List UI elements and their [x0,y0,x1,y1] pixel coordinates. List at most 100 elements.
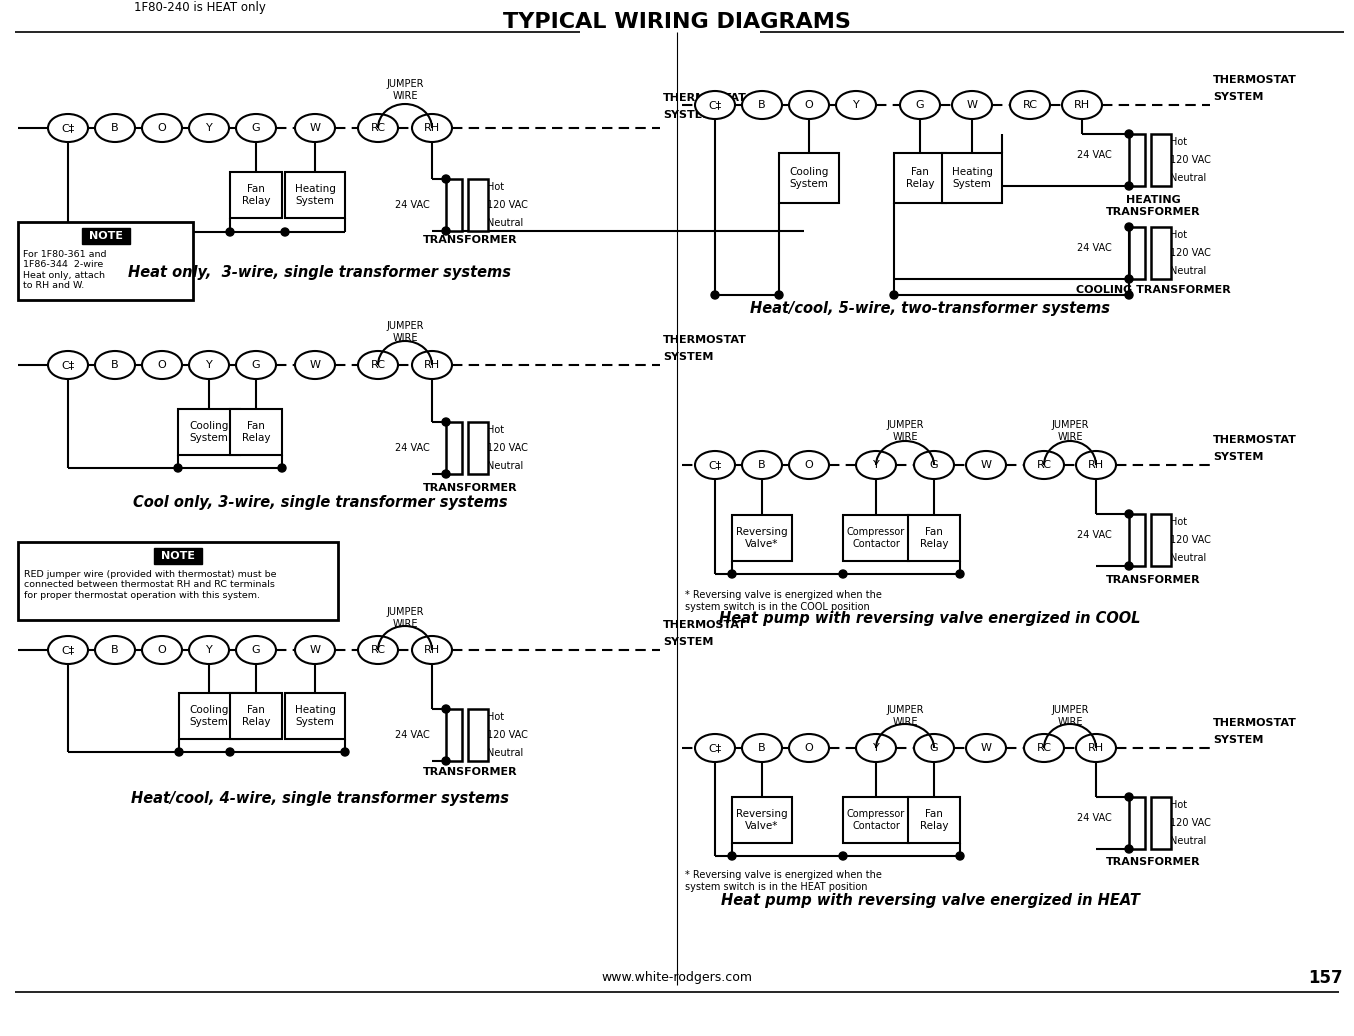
Ellipse shape [789,91,829,119]
FancyBboxPatch shape [179,693,240,739]
Text: W: W [980,460,991,470]
Text: SYSTEM: SYSTEM [663,110,714,120]
Ellipse shape [47,351,88,379]
Ellipse shape [965,451,1006,479]
FancyBboxPatch shape [894,153,946,203]
Text: Heat pump with reversing valve energized in HEAT: Heat pump with reversing valve energized… [720,892,1140,908]
Text: Cooling
System: Cooling System [789,167,829,189]
Ellipse shape [900,91,940,119]
Circle shape [890,291,898,299]
Text: WIRE: WIRE [393,333,418,343]
Ellipse shape [95,351,135,379]
Text: O: O [804,743,814,753]
FancyBboxPatch shape [177,409,240,455]
Text: NOTE: NOTE [88,231,122,241]
Ellipse shape [190,351,229,379]
Circle shape [441,418,450,426]
Text: 24 VAC: 24 VAC [1078,530,1112,540]
Bar [1129,797,1145,848]
Ellipse shape [856,451,896,479]
Ellipse shape [95,114,135,142]
Ellipse shape [789,733,829,762]
Circle shape [956,570,964,578]
Ellipse shape [1076,733,1116,762]
Text: Neutral: Neutral [487,748,523,758]
Text: C‡: C‡ [708,100,722,110]
Text: Heat/cool, 5-wire, two-transformer systems: Heat/cool, 5-wire, two-transformer syste… [750,300,1110,316]
Text: Y: Y [853,100,860,110]
Ellipse shape [695,91,735,119]
Text: RC: RC [1022,100,1037,110]
Ellipse shape [236,351,276,379]
Ellipse shape [357,351,398,379]
Text: 24 VAC: 24 VAC [1078,150,1112,160]
Ellipse shape [357,114,398,142]
Text: Neutral: Neutral [1170,266,1206,276]
Text: Hot: Hot [1170,137,1187,147]
FancyBboxPatch shape [779,153,839,203]
Text: JUMPER: JUMPER [887,420,923,430]
Text: COOLING TRANSFORMER: COOLING TRANSFORMER [1075,285,1231,295]
Text: WIRE: WIRE [393,91,418,100]
Bar [1129,227,1145,279]
Text: THERMOSTAT: THERMOSTAT [663,335,747,345]
Text: W: W [967,100,978,110]
Circle shape [728,852,737,860]
Text: Y: Y [872,743,879,753]
Text: B: B [111,123,119,133]
Text: WIRE: WIRE [892,717,918,727]
Text: RH: RH [424,123,440,133]
Ellipse shape [412,114,452,142]
Text: RH: RH [1074,100,1090,110]
Text: Neutral: Neutral [487,461,523,471]
Text: SYSTEM: SYSTEM [1213,92,1263,102]
Circle shape [282,228,288,236]
Bar [1129,134,1145,186]
Text: TRANSFORMER: TRANSFORMER [422,483,517,493]
Bar [1151,227,1171,279]
Circle shape [1125,510,1133,518]
Text: B: B [111,359,119,370]
Text: W: W [310,645,321,655]
FancyBboxPatch shape [230,693,282,739]
Text: RH: RH [424,645,440,655]
Ellipse shape [142,636,181,664]
Ellipse shape [742,733,783,762]
Circle shape [226,748,234,756]
Ellipse shape [47,114,88,142]
Ellipse shape [412,636,452,664]
Text: Cooling
System: Cooling System [190,422,229,442]
Ellipse shape [142,114,181,142]
Bar [445,709,462,761]
Text: 1F80-240 is HEAT only: 1F80-240 is HEAT only [134,1,265,15]
Text: TRANSFORMER: TRANSFORMER [422,767,517,777]
Text: RH: RH [1087,460,1104,470]
Circle shape [175,748,183,756]
Text: 24 VAC: 24 VAC [395,443,431,453]
Text: B: B [758,743,766,753]
FancyBboxPatch shape [844,515,909,562]
Text: Heating
System: Heating System [952,167,992,189]
Text: Hot: Hot [487,425,504,435]
Text: Heat/cool, 4-wire, single transformer systems: Heat/cool, 4-wire, single transformer sy… [131,790,509,806]
Text: B: B [111,645,119,655]
Ellipse shape [295,636,334,664]
FancyBboxPatch shape [844,797,909,843]
Text: 24 VAC: 24 VAC [1078,813,1112,823]
Bar [1151,797,1171,848]
Circle shape [175,464,181,472]
FancyBboxPatch shape [81,228,130,244]
Ellipse shape [95,636,135,664]
Text: W: W [980,743,991,753]
Text: JUMPER: JUMPER [386,321,424,330]
Ellipse shape [835,91,876,119]
Bar [468,709,487,761]
Text: Hot: Hot [487,712,504,722]
Circle shape [728,570,737,578]
Bar [445,422,462,474]
Text: RED jumper wire (provided with thermostat) must be
connected between thermostat : RED jumper wire (provided with thermosta… [24,570,276,600]
Text: Heating
System: Heating System [295,706,336,727]
Circle shape [341,748,349,756]
FancyBboxPatch shape [230,409,282,455]
Ellipse shape [190,114,229,142]
